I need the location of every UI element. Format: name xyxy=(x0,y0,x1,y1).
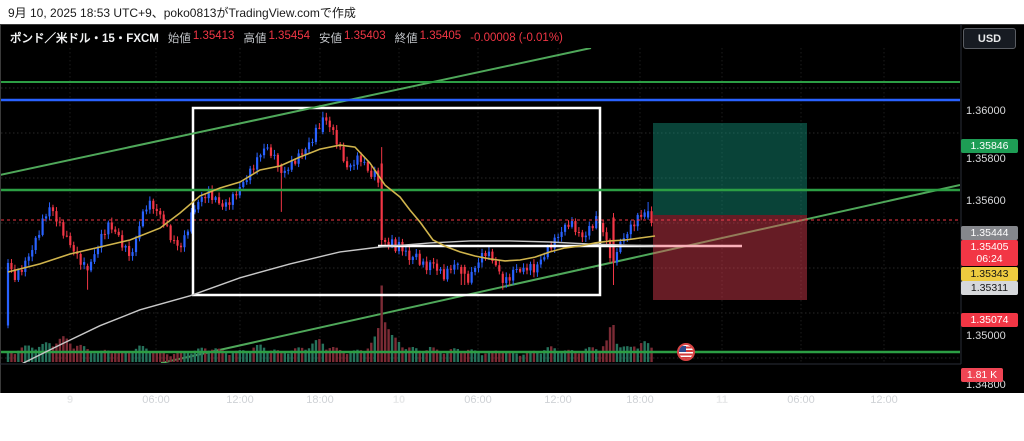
ohlc-item: 高値 1.35454 xyxy=(243,30,310,46)
ohlc-label: 高値 xyxy=(243,33,267,45)
ema-price-label-value: 1.35343 xyxy=(970,268,1009,280)
ohlc-value: 1.35454 xyxy=(268,30,311,42)
stop-price-label-value: 1.35074 xyxy=(970,314,1009,326)
ohlc-value: 1.35403 xyxy=(344,30,386,42)
price-axis-tick: 1.34800 xyxy=(966,379,1006,391)
price-axis-tick: 1.35000 xyxy=(966,330,1006,342)
volume-label-value: 1.81 K xyxy=(966,369,998,381)
time-axis-label: 12:00 xyxy=(870,394,898,406)
time-axis-label: 06:00 xyxy=(142,394,170,406)
time-axis-label: 18:00 xyxy=(626,394,654,406)
plot-layers xyxy=(0,48,960,365)
entry-price-label-value: 1.35444 xyxy=(970,227,1009,239)
target-price-label-value: 1.35846 xyxy=(970,140,1009,152)
ohlc-readout: 始値 1.35413 高値 1.35454 安値 1.35403 終値 1.35405 xyxy=(168,30,461,46)
time-axis-label: 06:00 xyxy=(787,394,815,406)
current-price-label-value: 1.35405 xyxy=(970,241,1009,253)
currency-toggle-button[interactable]: USD xyxy=(963,28,1016,49)
long-position-profit-zone[interactable] xyxy=(653,123,807,215)
bar-close-countdown: 06:24 xyxy=(976,253,1003,265)
white-ma-line[interactable] xyxy=(20,240,656,365)
white-rectangle-drawing[interactable] xyxy=(191,106,602,297)
ohlc-label: 終値 xyxy=(394,33,418,45)
ma-price-label: 1.35311 xyxy=(961,281,1018,295)
ohlc-item: 終値 1.35405 xyxy=(395,30,462,46)
us-flag-glyph xyxy=(679,346,693,359)
ohlc-item: 始値 1.35413 xyxy=(168,30,235,46)
volume-label: 1.81 K xyxy=(961,368,1003,382)
ohlc-label: 始値 xyxy=(167,33,191,45)
channel-lower-trendline[interactable] xyxy=(160,184,960,363)
attribution-bar: 9月 10, 2025 18:53 UTC+9、poko0813がTrading… xyxy=(0,0,1024,24)
price-axis-tick: 1.35800 xyxy=(966,153,1006,165)
symbol-title[interactable]: ポンド／米ドル・15・FXCM xyxy=(10,33,159,45)
time-axis-label: 11 xyxy=(716,394,728,406)
ema-price-label: 1.35343 xyxy=(961,267,1018,281)
price-axis-tick: 1.35600 xyxy=(966,195,1006,207)
ohlc-value: 1.35405 xyxy=(419,30,462,42)
time-axis-label: 06:00 xyxy=(464,394,492,406)
target-price-label: 1.35846 xyxy=(961,139,1018,153)
price-chart-canvas[interactable] xyxy=(0,24,1024,393)
yellow-ema-line[interactable] xyxy=(7,144,656,273)
long-position-loss-zone[interactable] xyxy=(653,215,807,300)
footer-band: TradingView xyxy=(0,393,1024,441)
symbol-header: ポンド／米ドル・15・FXCM 始値 1.35413 高値 1.35454 安値 1.35… xyxy=(10,30,563,46)
ma-price-label-value: 1.35311 xyxy=(970,282,1009,294)
time-axis-label: 9 xyxy=(66,394,74,406)
volume-histogram xyxy=(6,285,653,362)
time-axis-label: 10 xyxy=(392,394,406,406)
attribution-text: 9月 10, 2025 18:53 UTC+9、poko0813がTrading… xyxy=(8,6,356,20)
price-axis-tick: 1.36000 xyxy=(966,105,1006,117)
stop-price-label: 1.35074 xyxy=(961,313,1018,327)
ohlc-label: 安値 xyxy=(319,33,343,45)
us-economic-event-flag-icon[interactable] xyxy=(677,343,695,361)
channel-upper-trendline[interactable] xyxy=(0,48,592,176)
current-price-label: 1.35405 06:24 xyxy=(961,240,1018,266)
time-axis-label: 18:00 xyxy=(306,394,334,406)
entry-price-label: 1.35444 xyxy=(961,226,1018,240)
time-axis-label: 12:00 xyxy=(226,394,254,406)
ohlc-value: 1.35413 xyxy=(192,30,235,42)
ohlc-item: 安値 1.35403 xyxy=(319,30,386,46)
time-axis-label: 12:00 xyxy=(544,394,572,406)
change-value: -0.00008 (-0.01%) xyxy=(470,32,563,44)
